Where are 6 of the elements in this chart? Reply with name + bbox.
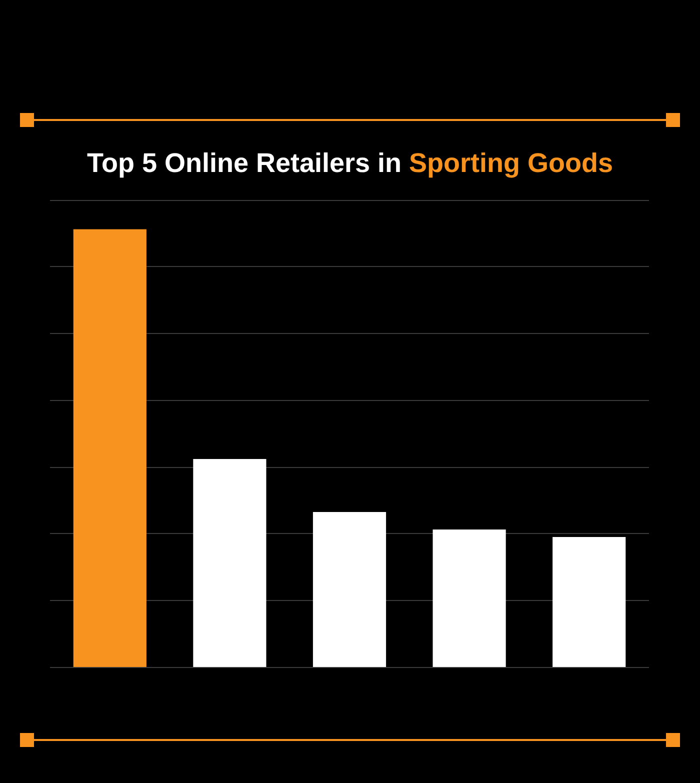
bar: [312, 512, 386, 667]
chart-title: Top 5 Online Retailers in Sporting Goods: [86, 148, 614, 178]
bar: [432, 530, 506, 667]
bar: [552, 536, 626, 667]
bar: [193, 459, 266, 667]
bar: [73, 229, 146, 667]
